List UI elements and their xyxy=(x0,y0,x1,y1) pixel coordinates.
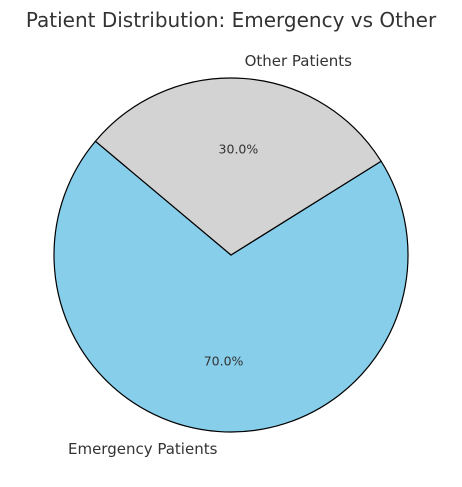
pct-label-other-patients: 30.0% xyxy=(219,142,259,157)
chart-title: Patient Distribution: Emergency vs Other xyxy=(26,8,437,32)
pie-slice-other-patients xyxy=(94,77,382,256)
pct-label-emergency-patients: 70.0% xyxy=(204,353,244,368)
pie-slice-emergency-patients xyxy=(53,140,409,433)
pie-slices xyxy=(53,77,409,433)
slice-label-other-patients: Other Patients xyxy=(245,52,353,70)
pie-labels: Emergency Patients 70.0% Other Patients 30.… xyxy=(68,52,352,458)
slice-label-emergency-patients: Emergency Patients xyxy=(68,440,218,458)
